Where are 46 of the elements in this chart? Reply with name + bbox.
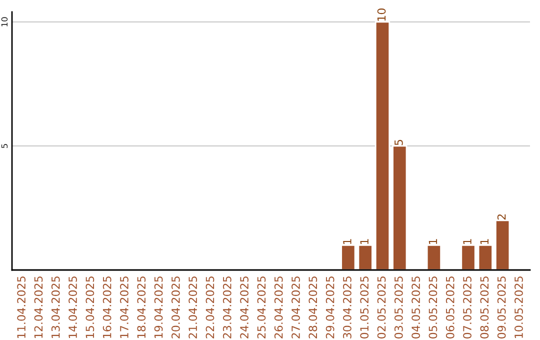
- x-tick-label: 02.05.2025: [377, 276, 386, 338]
- x-tick-label: 05.05.2025: [428, 276, 438, 338]
- x-tick-label: 27.04.2025: [292, 276, 300, 338]
- x-tick-label: 25.04.2025: [257, 276, 266, 338]
- data-label: 5: [394, 140, 403, 146]
- x-tick-label: 11.04.2025: [17, 276, 26, 338]
- x-tick-label: 12.04.2025: [34, 276, 43, 338]
- x-tick-label: 01.05.2025: [360, 276, 369, 338]
- x-tick-label: 19.04.2025: [154, 276, 163, 338]
- data-label: 1: [360, 239, 368, 244]
- x-tick-label: 08.05.2025: [480, 276, 489, 338]
- x-tick-label: 15.04.2025: [86, 276, 94, 338]
- x-tick-label: 13.04.2025: [51, 276, 60, 338]
- bar: [460, 244, 476, 270]
- x-tick-label: 18.04.2025: [137, 276, 146, 338]
- x-tick-label: 16.04.2025: [102, 276, 112, 338]
- x-tick-label: 10.05.2025: [514, 276, 523, 338]
- x-tick-label: 17.04.2025: [120, 276, 128, 338]
- x-tick-label: 20.04.2025: [171, 276, 180, 338]
- data-label: 10: [377, 8, 386, 21]
- x-tick-label: 07.05.2025: [463, 276, 472, 338]
- x-tick-label: 24.04.2025: [240, 276, 248, 338]
- data-label: 1: [428, 239, 438, 244]
- bar: [426, 244, 442, 270]
- x-tick-label: 26.04.2025: [274, 276, 283, 338]
- data-label: 1: [463, 239, 472, 244]
- x-tick-label: 09.05.2025: [497, 276, 506, 338]
- x-tick-label: 03.05.2025: [394, 276, 403, 338]
- x-tick-label: 14.04.2025: [68, 276, 77, 338]
- x-tick-label: 06.05.2025: [446, 276, 454, 338]
- x-tick-label: 21.04.2025: [188, 276, 198, 338]
- bar: [340, 244, 356, 270]
- bar: [495, 220, 510, 270]
- x-tick-label: 29.04.2025: [326, 276, 334, 338]
- data-label: 1: [480, 239, 488, 244]
- bar: [374, 21, 390, 270]
- bar: [358, 244, 373, 270]
- bar: [392, 145, 408, 270]
- data-label: 2: [497, 214, 506, 220]
- x-tick-label: 23.04.2025: [222, 276, 232, 338]
- x-tick-label: 22.04.2025: [206, 276, 214, 338]
- x-tick-label: 04.05.2025: [412, 276, 420, 338]
- bar: [478, 244, 493, 270]
- x-tick-label: 28.04.2025: [308, 276, 318, 338]
- x-tick-label: 30.04.2025: [343, 276, 352, 338]
- data-label: 1: [343, 239, 352, 244]
